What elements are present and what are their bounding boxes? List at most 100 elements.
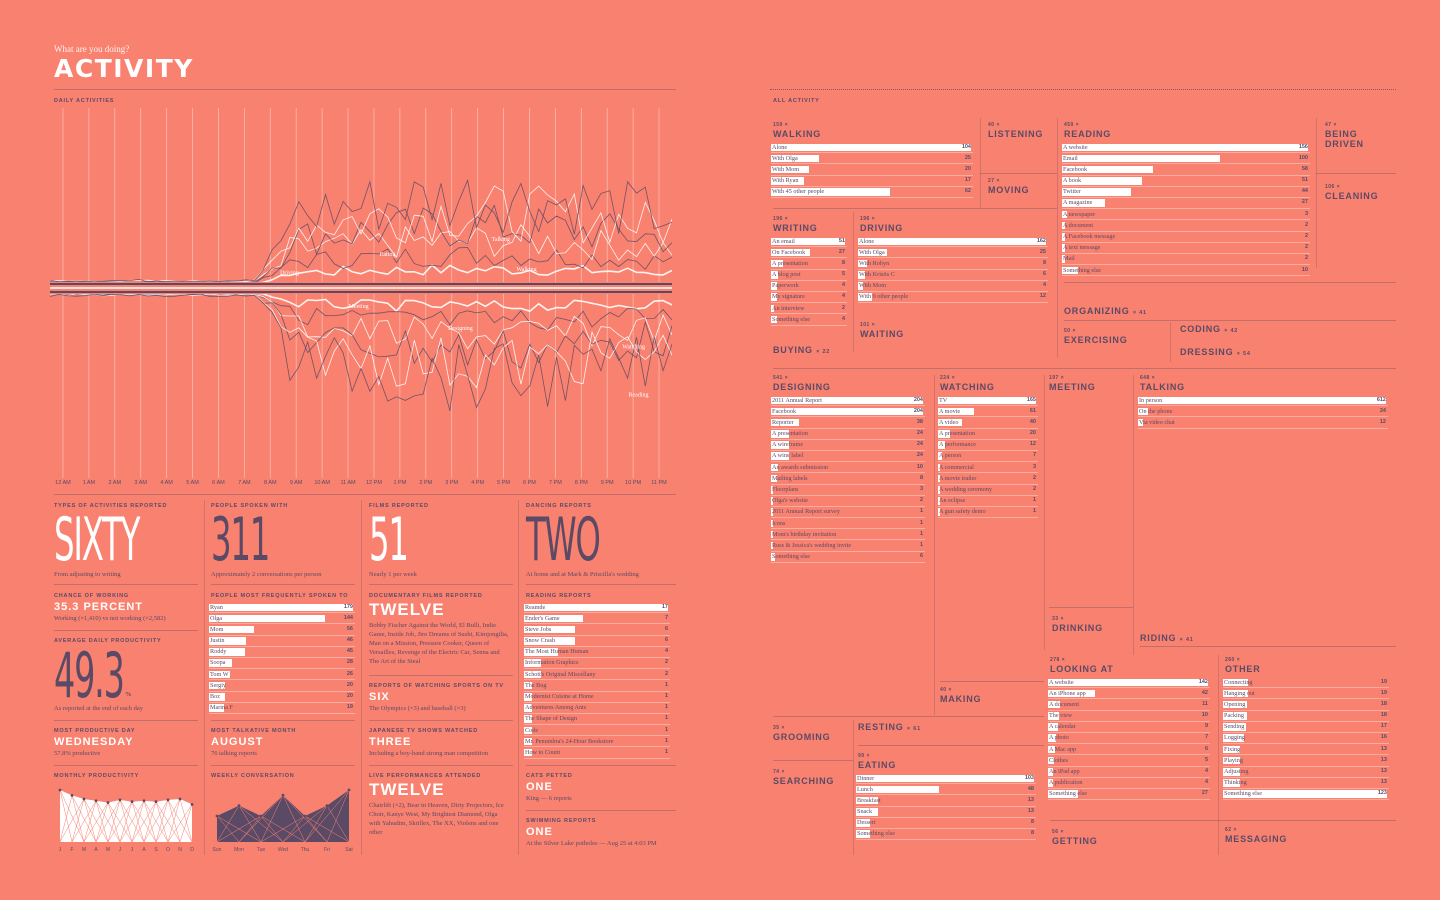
activity-waiting: 101 × WAITING <box>860 322 905 339</box>
people-big: 311 <box>211 505 270 575</box>
bar-row: Ender's Game 7 <box>524 613 670 625</box>
x-tick-label: 1 PM <box>393 480 407 486</box>
bar-fill <box>1048 768 1053 776</box>
bar-label: Something else <box>857 830 895 838</box>
bar-label: With Robyn <box>859 259 890 267</box>
divider <box>1140 646 1396 647</box>
bar-row: Twitter 44 <box>1062 187 1310 198</box>
bar-fill <box>938 486 940 494</box>
activity-listening: 40 × LISTENING <box>988 122 1044 139</box>
bar-value: 3 <box>919 486 923 492</box>
bar-value: 9 <box>1204 723 1208 730</box>
header-eyebrow: What are you doing? <box>54 44 130 54</box>
bar-fill <box>1048 700 1061 709</box>
mini-lattice <box>71 795 97 843</box>
bar-label: In person <box>1139 396 1163 404</box>
bar-row: Paperwork 4 <box>771 281 847 292</box>
bar-value: 1 <box>1032 497 1036 504</box>
working-caption: Working (×1,410) vs not working (×2,582) <box>54 615 166 622</box>
bar-fill <box>209 659 232 667</box>
bar-label: A magazine <box>1063 199 1093 207</box>
mini-lattice <box>260 795 284 843</box>
bar-row: Packing 18 <box>1223 711 1389 722</box>
bar-fill <box>524 737 533 746</box>
bar-row: Connecting 19 <box>1223 677 1389 689</box>
bar-value: 1 <box>664 715 668 722</box>
bar-row: A photo 7 <box>1048 733 1210 745</box>
bar-value: 7 <box>1204 734 1208 741</box>
prodday-label: MOST PRODUCTIVE DAY <box>54 728 136 734</box>
bar-label: A movie <box>939 407 961 415</box>
bar-fill <box>771 530 773 539</box>
bar-value: 19 <box>346 704 353 711</box>
bar-value: 10 <box>1201 712 1208 719</box>
bar-label: A wireframe <box>772 441 804 449</box>
bar-label: Via video chat <box>1139 418 1175 426</box>
bar-label: An eclipse <box>939 497 966 505</box>
bar-label: A presentation <box>772 430 808 438</box>
bar-value: 4 <box>841 293 845 300</box>
bar-label: Sergiy <box>210 681 227 689</box>
x-tick-label: 9 AM <box>289 480 303 486</box>
bar-value: 17 <box>964 177 971 184</box>
bar-label: A Facebook message <box>1063 233 1116 240</box>
bar-value: 2 <box>1032 474 1036 481</box>
divider <box>773 760 853 761</box>
divider <box>54 720 198 721</box>
bar-fill <box>771 396 923 404</box>
bar-fill <box>524 704 533 712</box>
bar-row: With Robyn 8 <box>858 258 1048 270</box>
doc-caption: Bobby Fischer Against the World, El Bull… <box>369 622 509 665</box>
bar-value: 38 <box>916 418 923 425</box>
bar-label: Ryan <box>210 603 223 611</box>
bar-row: Roddy 45 <box>209 647 355 658</box>
bar-row: A website 156 <box>1062 142 1310 154</box>
activity-reading: 459 × READING <box>1064 122 1112 139</box>
bar-row: Dinner 103 <box>856 773 1036 785</box>
bar-fill <box>524 693 533 701</box>
bar-row: The Most Human Human 4 <box>524 647 670 658</box>
bar-value: 17 <box>661 603 668 610</box>
mini-lattice <box>71 798 85 843</box>
mini-point <box>281 793 285 797</box>
bar-value: 27 <box>1301 199 1308 206</box>
bar-fill <box>771 315 777 324</box>
swim-big: ONE <box>526 826 553 838</box>
bar-label: Something else <box>772 315 810 323</box>
mini-point <box>166 798 170 802</box>
stream-annotation: Watching <box>622 345 645 351</box>
bar-fill <box>938 418 962 427</box>
films-label: FILMS REPORTED <box>369 503 429 509</box>
bar-fill <box>1062 143 1308 151</box>
x-tick-label: 4 AM <box>160 480 173 486</box>
bar-row: An email 51 <box>771 236 847 248</box>
bar-row: Hanging out 19 <box>1223 688 1389 700</box>
types-big: SIXTY <box>54 505 140 575</box>
mini-lattice <box>238 805 284 843</box>
stream-annotation: Designing <box>448 326 473 332</box>
divider <box>1316 118 1317 268</box>
x-tick-label: 7 AM <box>238 480 251 486</box>
bar-row: A wireframe 24 <box>771 440 925 451</box>
bar-value: 5 <box>1204 756 1208 763</box>
bar-label: Marina F <box>210 704 233 712</box>
activity-watching: 224 × WATCHING <box>940 375 995 392</box>
cats-label: CATS PETTED <box>526 773 573 779</box>
divider <box>980 118 981 208</box>
mini-lattice <box>143 799 169 843</box>
bar-label: A photo <box>1049 734 1069 742</box>
bar-value: 6 <box>664 625 668 632</box>
bar-row: A magazine 27 <box>1062 198 1310 210</box>
bar-row: Something else 6 <box>771 552 925 563</box>
bar-label: On the phone <box>1139 407 1173 415</box>
bar-fill <box>1138 407 1148 416</box>
mini-lattice <box>260 815 306 843</box>
bar-row: The Shape of Design 1 <box>524 714 670 726</box>
divider <box>54 630 198 631</box>
bar-row: Mom's birthday invitation 1 <box>771 529 925 541</box>
bar-row: Adventures Among Ants 1 <box>524 703 670 714</box>
x-tick-label: 3 PM <box>445 480 459 486</box>
divider <box>369 765 513 766</box>
bar-fill <box>938 396 1036 404</box>
mini-lattice <box>179 804 193 843</box>
